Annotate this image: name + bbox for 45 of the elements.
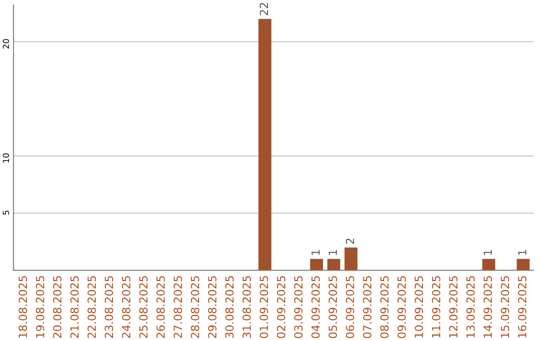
x-tick-label: 09.09.2025 bbox=[397, 276, 406, 338]
x-tick-label: 25.08.2025 bbox=[139, 276, 148, 338]
x-tick-label: 28.08.2025 bbox=[190, 276, 200, 338]
data-label: 1 bbox=[484, 250, 492, 255]
x-tick-label: 02.09.2025 bbox=[276, 276, 286, 338]
x-tick-label: 19.08.2025 bbox=[36, 276, 44, 338]
x-tick-label: 14.09.2025 bbox=[484, 276, 492, 338]
bar bbox=[258, 18, 272, 270]
x-tick-label: 08.09.2025 bbox=[380, 276, 389, 338]
x-tick-label: 18.08.2025 bbox=[18, 276, 28, 338]
x-tick-label: 29.08.2025 bbox=[208, 276, 216, 338]
bar bbox=[310, 258, 324, 270]
bar bbox=[516, 258, 530, 270]
x-tick-label: 12.09.2025 bbox=[449, 276, 458, 338]
y-tick-label: 20 bbox=[2, 39, 10, 49]
data-label: 1 bbox=[328, 250, 337, 255]
data-label: 1 bbox=[518, 250, 526, 255]
x-tick-label: 05.09.2025 bbox=[328, 276, 337, 338]
x-tick-label: 24.08.2025 bbox=[122, 276, 130, 338]
x-tick-label: 23.08.2025 bbox=[104, 276, 114, 338]
x-tick-label: 07.09.2025 bbox=[363, 276, 372, 338]
x-tick-label: 20.08.2025 bbox=[53, 276, 62, 338]
bar bbox=[327, 258, 340, 270]
x-tick-label: 06.09.2025 bbox=[346, 276, 354, 338]
x-tick-label: 03.09.2025 bbox=[294, 276, 303, 338]
x-tick-label: 11.09.2025 bbox=[432, 276, 440, 338]
x-tick-label: 04.09.2025 bbox=[311, 276, 320, 338]
x-tick-label: 22.08.2025 bbox=[88, 276, 96, 338]
y-tick-label: 10 bbox=[2, 153, 10, 163]
bar bbox=[482, 258, 496, 270]
y-tick-label: 5 bbox=[2, 210, 10, 215]
x-tick-label: 30.08.2025 bbox=[225, 276, 234, 338]
x-tick-label: 01.09.2025 bbox=[260, 276, 268, 338]
data-label: 1 bbox=[312, 250, 320, 255]
x-tick-label: 13.09.2025 bbox=[466, 276, 475, 338]
x-tick-label: 10.09.2025 bbox=[414, 276, 424, 338]
x-tick-label: 21.08.2025 bbox=[70, 276, 79, 338]
x-tick-label: 16.09.2025 bbox=[518, 276, 526, 338]
bar bbox=[344, 247, 358, 270]
data-label: 2 bbox=[346, 238, 354, 244]
x-tick-label: 27.08.2025 bbox=[174, 276, 182, 338]
data-label: 22 bbox=[260, 3, 268, 16]
x-tick-label: 26.08.2025 bbox=[156, 276, 165, 338]
x-tick-label: 31.08.2025 bbox=[242, 276, 251, 338]
x-tick-label: 15.09.2025 bbox=[500, 276, 510, 338]
